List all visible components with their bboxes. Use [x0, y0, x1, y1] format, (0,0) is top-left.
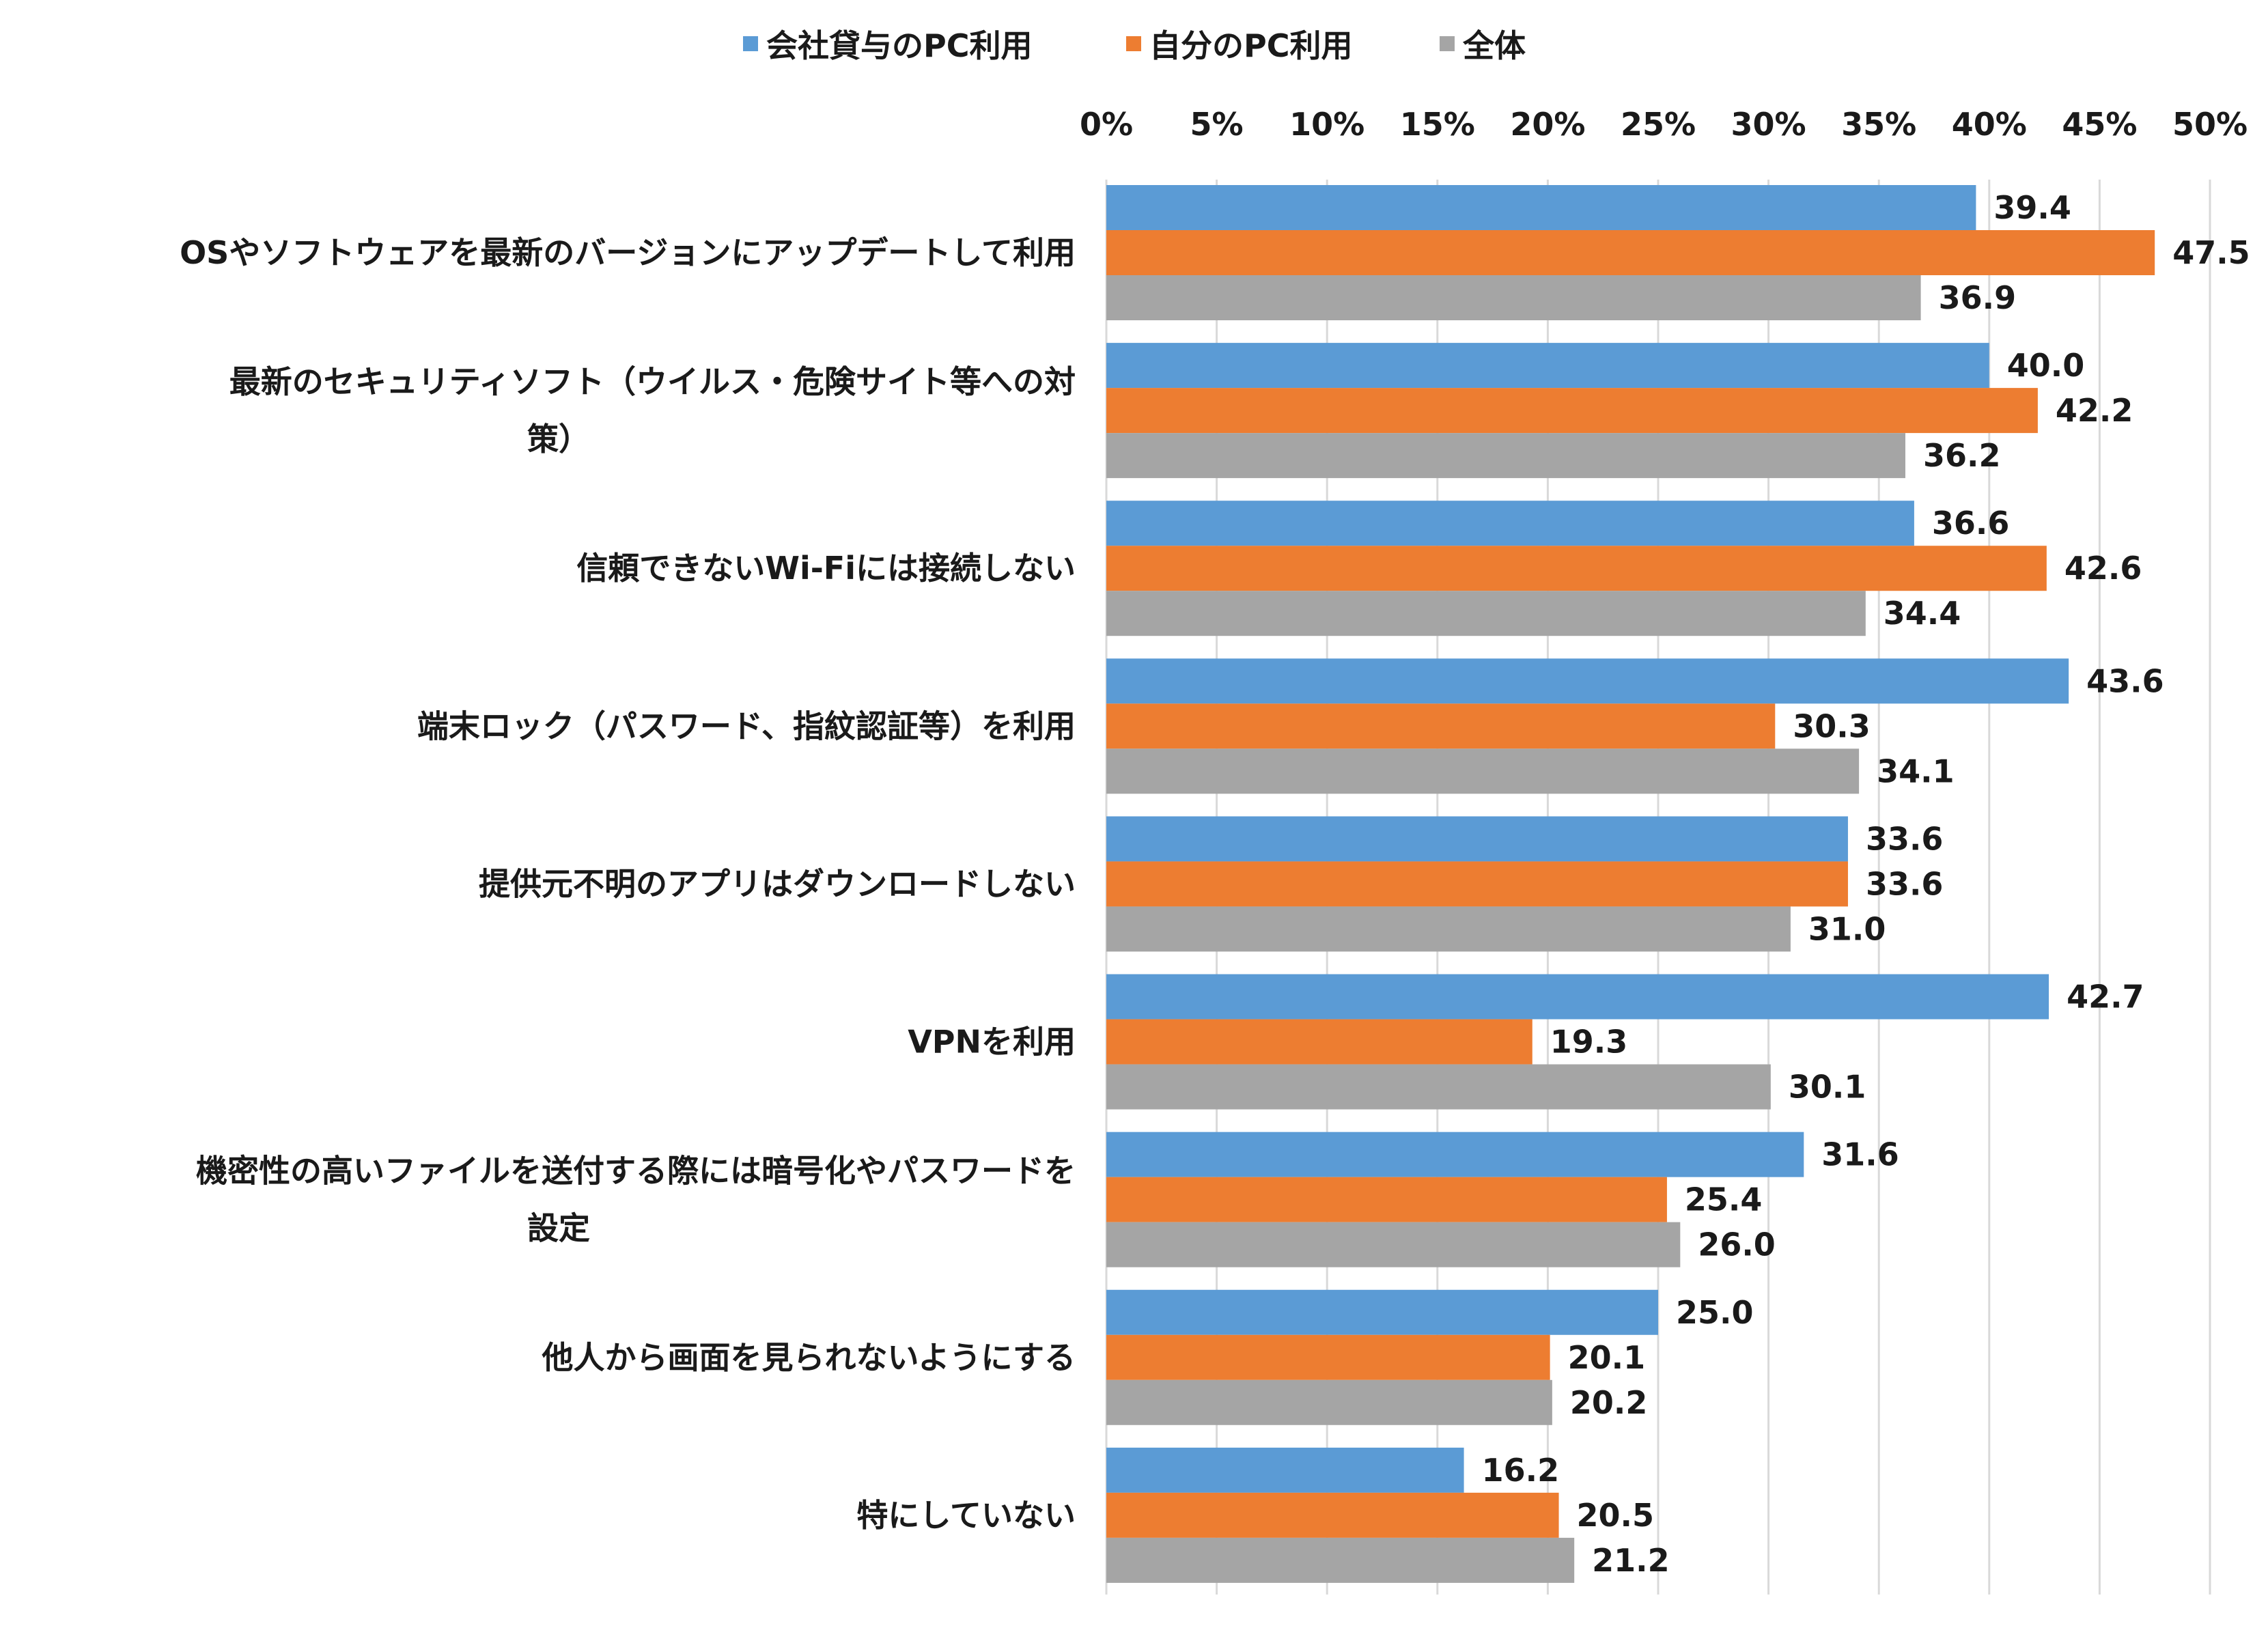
data-label: 31.0 [1808, 910, 1886, 947]
category-labels: OSやソフトウェアを最新のバージョンにアップデートして利用最新のセキュリティソフ… [180, 234, 1076, 1534]
data-label: 43.6 [2086, 662, 2164, 699]
category-label: 策） [527, 421, 590, 458]
data-label: 21.2 [1592, 1542, 1670, 1579]
bar [1106, 185, 1976, 230]
bar [1106, 1492, 1559, 1538]
legend-label: 会社貸与のPC利用 [766, 27, 1032, 64]
category-label: 最新のセキュリティソフト（ウイルス・危険サイト等への対 [229, 363, 1076, 400]
data-label: 47.5 [2172, 234, 2250, 271]
data-label: 25.0 [1676, 1294, 1754, 1331]
category-label: OSやソフトウェアを最新のバージョンにアップデートして利用 [180, 234, 1076, 271]
legend-label: 全体 [1462, 27, 1526, 64]
x-tick-label: 0% [1080, 106, 1133, 143]
data-label: 39.4 [1993, 189, 2071, 226]
bar [1106, 1177, 1667, 1222]
category-label: 機密性の高いファイルを送付する際には暗号化やパスワードを [196, 1153, 1076, 1190]
bar [1106, 230, 2155, 275]
data-label: 30.3 [1793, 707, 1871, 744]
x-tick-label: 25% [1621, 106, 1696, 143]
bar [1106, 1289, 1658, 1335]
data-label: 31.6 [1821, 1136, 1899, 1173]
bars: 39.4 47.5 36.9 40.0 42.2 36.2 36.6 42.6 34.4 43.6… [1106, 185, 2250, 1583]
bar [1106, 275, 1921, 320]
data-label: 42.6 [2064, 550, 2142, 587]
data-label: 42.2 [2056, 392, 2133, 429]
category-label: 他人から画面を見られないようにする [541, 1339, 1076, 1376]
data-label: 16.2 [1482, 1452, 1560, 1489]
bar [1106, 501, 1914, 546]
data-label: 20.2 [1570, 1384, 1648, 1421]
bar [1106, 906, 1791, 952]
bar [1106, 1019, 1532, 1065]
bar [1106, 974, 2049, 1020]
data-label: 36.6 [1932, 505, 2010, 542]
x-axis-ticks: 0% 5% 10% 15% 20% 25% 30% 35% 40% 45% 50% [1080, 106, 2248, 143]
data-label: 36.2 [1923, 437, 2001, 474]
x-tick-label: 50% [2172, 106, 2248, 143]
data-label: 34.1 [1877, 753, 1955, 789]
category-label: 端末ロック（パスワード、指紋認証等）を利用 [417, 707, 1076, 744]
x-tick-label: 40% [1952, 106, 2027, 143]
x-tick-label: 5% [1190, 106, 1244, 143]
x-tick-label: 10% [1289, 106, 1364, 143]
data-label: 36.9 [1939, 279, 2017, 316]
data-label: 40.0 [2007, 347, 2085, 384]
data-label: 42.7 [2067, 979, 2144, 1015]
bar [1106, 546, 2047, 591]
x-tick-label: 30% [1731, 106, 1806, 143]
bar [1106, 388, 2038, 434]
legend-label: 自分のPC利用 [1149, 27, 1352, 64]
bar [1106, 816, 1848, 862]
bar [1106, 1334, 1550, 1380]
bar [1106, 343, 1989, 389]
data-label: 26.0 [1698, 1226, 1776, 1263]
x-tick-label: 35% [1841, 106, 1916, 143]
bar [1106, 861, 1848, 907]
bar [1106, 1447, 1464, 1493]
legend-swatch [1440, 36, 1455, 51]
bar [1106, 703, 1776, 749]
bar [1106, 433, 1905, 479]
data-label: 33.6 [1866, 865, 1944, 902]
legend-swatch [1126, 36, 1141, 51]
category-label: 設定 [527, 1210, 590, 1247]
category-label: 提供元不明のアプリはダウンロードしない [479, 865, 1076, 902]
data-label: 33.6 [1866, 820, 1944, 857]
x-tick-label: 45% [2062, 106, 2137, 143]
bar [1106, 748, 1860, 794]
bar [1106, 591, 1866, 636]
bar [1106, 1222, 1681, 1267]
data-label: 20.5 [1577, 1497, 1655, 1534]
category-label: VPNを利用 [908, 1024, 1076, 1061]
legend: 会社貸与のPC利用 自分のPC利用 全体 [743, 27, 1526, 64]
category-label: 信頼できないWi-Fiには接続しない [576, 550, 1076, 587]
bar [1106, 1064, 1771, 1110]
category-label: 特にしていない [856, 1497, 1076, 1534]
bar [1106, 1379, 1552, 1425]
x-tick-label: 15% [1400, 106, 1475, 143]
bar [1106, 1537, 1575, 1583]
data-label: 25.4 [1685, 1181, 1763, 1218]
x-tick-label: 20% [1510, 106, 1585, 143]
data-label: 19.3 [1550, 1024, 1628, 1061]
legend-swatch [743, 36, 758, 51]
data-label: 30.1 [1789, 1069, 1866, 1106]
data-label: 34.4 [1884, 595, 1961, 632]
bar [1106, 1132, 1804, 1177]
data-label: 20.1 [1568, 1339, 1646, 1376]
bar [1106, 658, 2069, 704]
